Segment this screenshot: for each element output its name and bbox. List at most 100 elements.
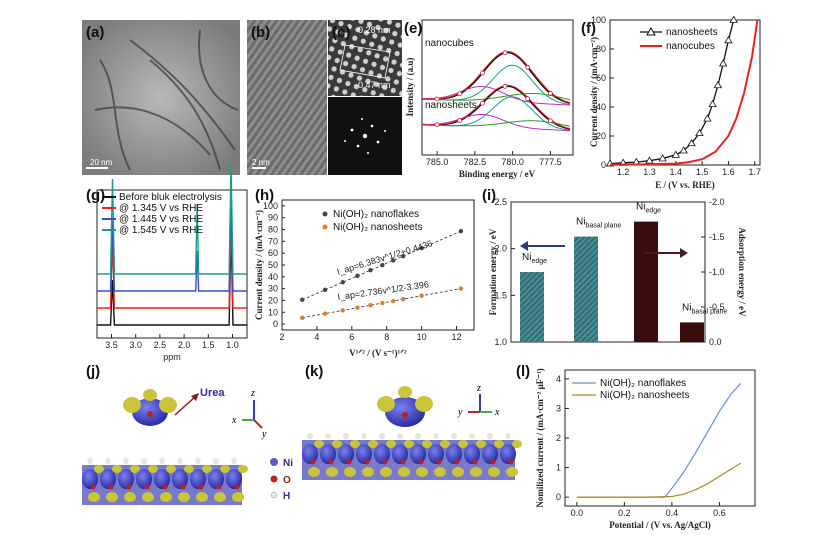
x-axis-label-f: E / (V vs. RHE) bbox=[655, 180, 715, 190]
point-Ni(OH)₂ nanosheets bbox=[322, 311, 328, 316]
ni-isosurface bbox=[374, 444, 390, 464]
panel-label-l: (l) bbox=[516, 363, 530, 380]
legend-before: Before bluk electrolysis bbox=[119, 192, 222, 203]
xps-nanosheets-component-2 bbox=[422, 114, 571, 132]
h-atom bbox=[397, 433, 403, 439]
h-atom bbox=[433, 433, 439, 439]
point-Ni(OH)₂ nanoflakes bbox=[419, 245, 424, 251]
panel-a: (a) 20 nm bbox=[82, 20, 240, 175]
iso-lobe bbox=[326, 467, 338, 477]
line-nanocubes bbox=[609, 19, 759, 166]
legend-marker-nanoflakes bbox=[322, 211, 328, 217]
xps-point-nanocubes bbox=[434, 96, 440, 102]
iso-lobe bbox=[488, 467, 500, 477]
panel-label-h: (h) bbox=[255, 187, 274, 204]
iso-lobe bbox=[112, 465, 122, 473]
xps-point-nanosheets bbox=[479, 100, 485, 106]
iso-lobe bbox=[148, 465, 158, 473]
scale-text-b: 2 nm bbox=[252, 158, 270, 167]
point-Ni(OH)₂ nanosheets bbox=[400, 296, 406, 302]
arrow-right-icon bbox=[645, 248, 688, 258]
point-nanosheets bbox=[708, 99, 717, 107]
point-Ni(OH)₂ nanoflakes bbox=[390, 258, 396, 263]
y-tick-label-f: 40 bbox=[596, 102, 606, 112]
x-tick-label-g: 3.5 bbox=[105, 340, 118, 350]
y-tick-label-l: 1 bbox=[556, 463, 561, 473]
xps-nanocubes-envelope bbox=[422, 51, 571, 104]
h-atom bbox=[231, 458, 237, 464]
h-atom bbox=[379, 433, 385, 439]
legend-h: Ni(OH)₂ nanoflakes Ni(OH)₂ nanosheets bbox=[322, 209, 422, 233]
ni-isosurface bbox=[392, 444, 408, 464]
x-axis-label-g: ppm bbox=[163, 352, 181, 362]
legend-marker-nanosheets bbox=[322, 224, 328, 230]
x-tick-label-l: 0.2 bbox=[618, 508, 631, 518]
panel-f: (f) 1.2 1.3 1.4 1.5 1.6 1.7 0 20 40 60 80 100 E / (… bbox=[581, 15, 761, 190]
ni-isosurface bbox=[446, 444, 462, 464]
h-atom bbox=[87, 458, 93, 464]
ni-isosurface bbox=[428, 444, 444, 464]
ni-isosurface bbox=[500, 444, 516, 464]
iso-lobe bbox=[362, 467, 374, 477]
panel-e: (e) 785.0 782.5 780.0 777.5 Binding energy … bbox=[404, 19, 574, 179]
y-tick-label-h: 90 bbox=[268, 213, 278, 223]
spacing-2: 0.47 nm bbox=[358, 80, 391, 90]
bar-label-Ni_basal plane: Nibasal plane bbox=[576, 217, 621, 230]
x-tick-label-g: 3.0 bbox=[129, 340, 142, 350]
fft-spots bbox=[344, 118, 386, 154]
ni-isosurface bbox=[356, 444, 372, 464]
xps-point-nanosheets bbox=[547, 118, 553, 124]
y-tick-label-f: 0 bbox=[601, 160, 606, 170]
panel-l: (l) 0.0 0.2 0.4 0.6 0 1 2 3 4 Potential / (V vs.… bbox=[516, 363, 756, 530]
panel-label-c: (c) bbox=[332, 24, 350, 41]
point-Ni(OH)₂ nanoflakes bbox=[400, 253, 406, 259]
xps-point-nanocubes bbox=[502, 50, 508, 56]
plot-area-l: 0.0 0.2 0.4 0.6 0 1 2 3 4 bbox=[556, 374, 742, 518]
urea-label: Urea bbox=[200, 387, 225, 399]
point-nanosheets bbox=[695, 128, 704, 136]
arrow-left-icon bbox=[520, 241, 565, 251]
legend-nanosheets-l: Ni(OH)₂ nanosheets bbox=[600, 390, 689, 401]
nmr-spectrum-3 bbox=[97, 163, 247, 275]
iso-lobe bbox=[94, 465, 104, 473]
y-tick-label-h: 30 bbox=[268, 284, 278, 294]
point-Ni(OH)₂ nanosheets bbox=[340, 308, 345, 313]
o-atom bbox=[508, 459, 514, 465]
xps-point-nanocubes bbox=[457, 91, 463, 97]
x-tick-label-h: 12 bbox=[452, 332, 462, 342]
panel-g: (g) 3.5 3.0 2.5 2.0 1.5 1.0 ppm Before bluk e… bbox=[86, 163, 248, 362]
point-nanosheets bbox=[671, 150, 680, 158]
x-tick-label-e: 780.0 bbox=[501, 157, 524, 167]
panel-k: (k) z y x bbox=[302, 363, 522, 480]
h-atom bbox=[123, 458, 129, 464]
o-atom bbox=[180, 484, 186, 490]
urea-molecule-k bbox=[377, 386, 433, 427]
point-Ni(OH)₂ nanosheets bbox=[355, 305, 360, 310]
svg-text:x: x bbox=[231, 415, 237, 426]
y2-tick-label-i: -1.0 bbox=[709, 267, 725, 277]
plot-area-f: 1.2 1.3 1.4 1.5 1.6 1.7 0 20 40 60 80 100 bbox=[591, 15, 761, 177]
ni-isosurface bbox=[226, 469, 242, 489]
x-tick-label-l: 0.6 bbox=[713, 508, 726, 518]
legend-1345: @ 1.345 V vs RHE bbox=[119, 203, 203, 214]
o-atom bbox=[198, 484, 204, 490]
bar-Ni_basal plane bbox=[680, 322, 704, 342]
series-label-nanosheets: nanosheets bbox=[425, 100, 477, 111]
panel-label-a: (a) bbox=[86, 24, 104, 41]
fit-eq-nanoflakes: I_ap=6.383v^1/2+0.4436 bbox=[336, 238, 434, 277]
y-tick-label-h: 70 bbox=[268, 236, 278, 246]
plot-area-i: 1.0 1.5 2.0 2.5 0.0 -0.5 -1.0 -1.5 -2.0 Niedge Nib… bbox=[494, 197, 727, 347]
legend-h: H bbox=[283, 491, 290, 502]
y-tick-label-h: 10 bbox=[268, 307, 278, 317]
panel-label-k: (k) bbox=[305, 363, 323, 380]
h-atom bbox=[195, 458, 201, 464]
o-atom bbox=[490, 459, 496, 465]
y2-tick-label-i: -2.0 bbox=[709, 197, 725, 207]
iso-lobe bbox=[386, 440, 396, 448]
iso-lobe bbox=[184, 465, 194, 473]
y-tick-label-i: 1.0 bbox=[494, 337, 507, 347]
iso-lobe bbox=[160, 492, 172, 502]
iso-lobe bbox=[142, 492, 154, 502]
iso-lobe bbox=[308, 467, 320, 477]
